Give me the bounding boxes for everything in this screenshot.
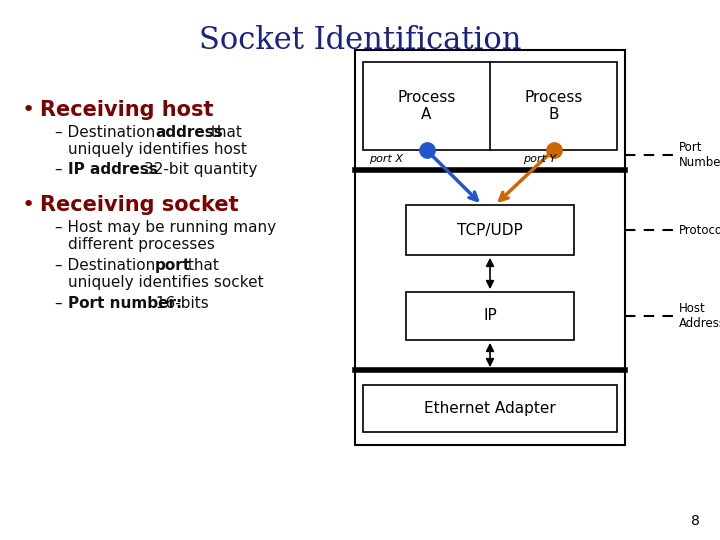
Text: Receiving socket: Receiving socket: [40, 195, 238, 215]
Text: •: •: [22, 100, 35, 120]
Text: 16-bits: 16-bits: [151, 296, 209, 311]
Bar: [406, 205, 574, 255]
Text: Socket Identification: Socket Identification: [199, 25, 521, 56]
Text: 8: 8: [691, 514, 700, 528]
Text: –: –: [55, 296, 68, 311]
Text: port Y: port Y: [523, 154, 557, 164]
Bar: [355, 50, 625, 445]
Text: Port number:: Port number:: [68, 296, 182, 311]
Text: – Destination: – Destination: [55, 258, 160, 273]
Text: that: that: [183, 258, 219, 273]
Text: Protocol: Protocol: [679, 224, 720, 237]
Bar: [406, 292, 574, 340]
Text: Receiving host: Receiving host: [40, 100, 214, 120]
Text: uniquely identifies socket: uniquely identifies socket: [68, 275, 264, 290]
Text: IP address: IP address: [68, 162, 158, 177]
Text: Process
B: Process B: [524, 90, 582, 122]
Text: IP: IP: [483, 308, 497, 323]
Text: TCP/UDP: TCP/UDP: [457, 222, 523, 238]
Bar: [363, 385, 617, 432]
Text: Port
Number: Port Number: [679, 141, 720, 169]
Text: –: –: [55, 162, 68, 177]
Text: port X: port X: [369, 154, 403, 164]
Text: – Destination: – Destination: [55, 125, 160, 140]
Text: Ethernet Adapter: Ethernet Adapter: [424, 401, 556, 416]
Text: address: address: [155, 125, 222, 140]
Text: – Host may be running many: – Host may be running many: [55, 220, 276, 235]
Text: Process
A: Process A: [397, 90, 456, 122]
Text: that: that: [206, 125, 242, 140]
Text: •: •: [22, 195, 35, 215]
Text: Host
Address: Host Address: [679, 302, 720, 330]
Text: : 32-bit quantity: : 32-bit quantity: [134, 162, 257, 177]
Text: different processes: different processes: [68, 237, 215, 252]
Text: uniquely identifies host: uniquely identifies host: [68, 142, 247, 157]
Bar: [363, 62, 617, 150]
Text: port: port: [155, 258, 191, 273]
